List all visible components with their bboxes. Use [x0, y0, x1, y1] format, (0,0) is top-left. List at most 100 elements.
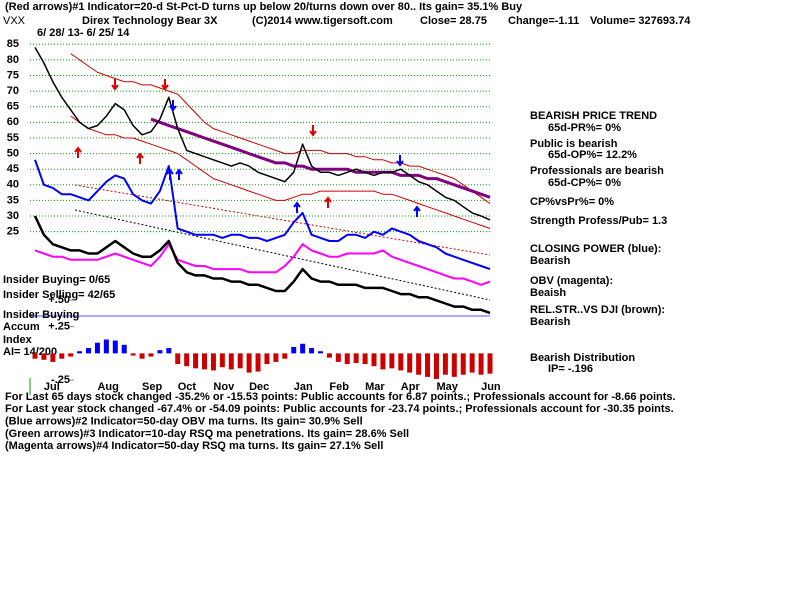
y-tick-label: 85	[7, 38, 19, 50]
y-tick-label: 75	[7, 69, 19, 81]
y-tick-label: 35	[7, 194, 19, 206]
accum-bar	[228, 353, 234, 370]
signal-arrow	[413, 205, 421, 217]
series-line	[34, 159, 491, 271]
accum-bar	[282, 353, 288, 359]
signal-arrow	[324, 196, 332, 208]
security-name: Direx Technology Bear 3X	[82, 15, 218, 27]
y-tick-label: 25	[7, 226, 19, 238]
footer-text: (Green arrows)#3 Indicator=10-day RSQ ma…	[5, 428, 409, 440]
date-range: 6/ 28/ 13- 6/ 25/ 14	[37, 27, 130, 39]
insider-text: Accum	[3, 321, 40, 333]
y-tick-label: 40	[7, 179, 19, 191]
accum-bar	[469, 353, 475, 373]
accum-bar	[112, 340, 118, 354]
accum-bar	[451, 353, 457, 377]
accum-bar	[86, 348, 92, 354]
accum-bar	[389, 353, 395, 369]
series-line	[34, 47, 491, 221]
sidebar-text: CP%vsPr%= 0%	[530, 196, 614, 208]
signal-arrow	[161, 79, 169, 91]
sidebar-text: Beaish	[530, 287, 566, 299]
accum-bar	[433, 353, 439, 379]
sidebar-text: Professionals are bearish	[530, 165, 664, 177]
accum-bar	[50, 353, 56, 362]
footer-text: (Blue arrows)#2 Indicator=50-day OBV ma …	[5, 416, 363, 428]
series-line	[33, 215, 491, 315]
sidebar-text: Bearish	[530, 255, 571, 267]
y-tick-label: 65	[7, 101, 19, 113]
accum-bar	[300, 343, 306, 354]
sidebar-text: Public is bearish	[530, 138, 618, 150]
signal-arrow	[396, 155, 404, 167]
series-line	[70, 53, 491, 205]
trend-line	[74, 209, 491, 301]
accum-bar	[335, 353, 341, 362]
x-tick-label: Jun	[481, 381, 501, 393]
x-tick-label: Nov	[213, 381, 235, 393]
x-tick-label: Oct	[178, 381, 197, 393]
accum-bar	[460, 353, 466, 375]
accum-bar	[139, 353, 145, 359]
signal-arrow	[293, 201, 301, 213]
y-tick-label: 80	[7, 54, 19, 66]
signal-arrow	[111, 79, 119, 91]
footer-text: For Last year stock changed -67.4% or -5…	[5, 403, 674, 415]
accum-bar	[344, 353, 350, 365]
y-tick-label: 55	[7, 132, 19, 144]
sidebar-text: 65d-PR%= 0%	[548, 122, 621, 134]
accum-bar	[202, 353, 208, 370]
x-tick-label: Aug	[97, 381, 118, 393]
series-line	[34, 243, 491, 286]
sidebar-text: 65d-CP%= 0%	[548, 177, 621, 189]
accum-bar	[371, 353, 377, 367]
x-tick-label: Feb	[329, 381, 349, 393]
accum-bar	[487, 353, 493, 374]
sidebar-text: Strength Profess/Pub= 1.3	[530, 215, 667, 227]
accum-bar	[291, 346, 297, 354]
accum-bar	[237, 353, 243, 369]
accum-bar	[380, 353, 386, 370]
x-tick-label: Mar	[365, 381, 385, 393]
signal-arrow	[169, 100, 177, 112]
x-tick-label: May	[436, 381, 458, 393]
insider-text: AI= 14/200	[3, 346, 57, 358]
accum-bar	[264, 353, 270, 365]
x-tick-label: Jul	[44, 381, 60, 393]
accum-bar	[193, 353, 199, 369]
accum-bar	[478, 353, 484, 375]
indicator-line: (Red arrows)#1 Indicator=20-d St-Pct-D t…	[5, 1, 523, 13]
signal-arrow	[166, 168, 174, 180]
accum-bar	[166, 348, 172, 354]
accum-bar	[94, 342, 100, 354]
accum-bar	[59, 353, 65, 359]
x-tick-label: Jan	[294, 381, 313, 393]
accum-bar	[68, 353, 74, 357]
accum-bar	[416, 353, 422, 375]
y-tick-label: +.50	[48, 294, 70, 306]
x-tick-label: Sep	[142, 381, 162, 393]
copyright: (C)2014 www.tigersoft.com	[252, 15, 393, 27]
accum-bar	[407, 353, 413, 373]
sidebar-text: OBV (magenta):	[530, 275, 613, 287]
accum-bar	[362, 353, 368, 365]
x-tick-label: Apr	[401, 381, 421, 393]
footer-text: For Last 65 days stock changed -35.2% or…	[5, 391, 676, 403]
sidebar-text: IP= -.196	[548, 363, 593, 375]
y-tick-label: -.25	[51, 374, 70, 386]
footer-text: (Magenta arrows)#4 Indicator=50-day RSQ …	[5, 440, 383, 452]
accum-bar	[210, 353, 216, 371]
insider-text: Insider Buying= 0/65	[3, 274, 110, 286]
accum-bar	[398, 353, 404, 371]
sidebar-text: Bearish Distribution	[530, 352, 635, 364]
insider-text: Index	[3, 334, 33, 346]
accum-bar	[425, 353, 431, 377]
accum-bar	[157, 350, 163, 354]
accum-bar	[246, 353, 252, 373]
accum-bar	[148, 353, 154, 357]
accum-bar	[175, 353, 181, 365]
accum-bar	[219, 353, 225, 368]
accum-bar	[255, 353, 261, 372]
